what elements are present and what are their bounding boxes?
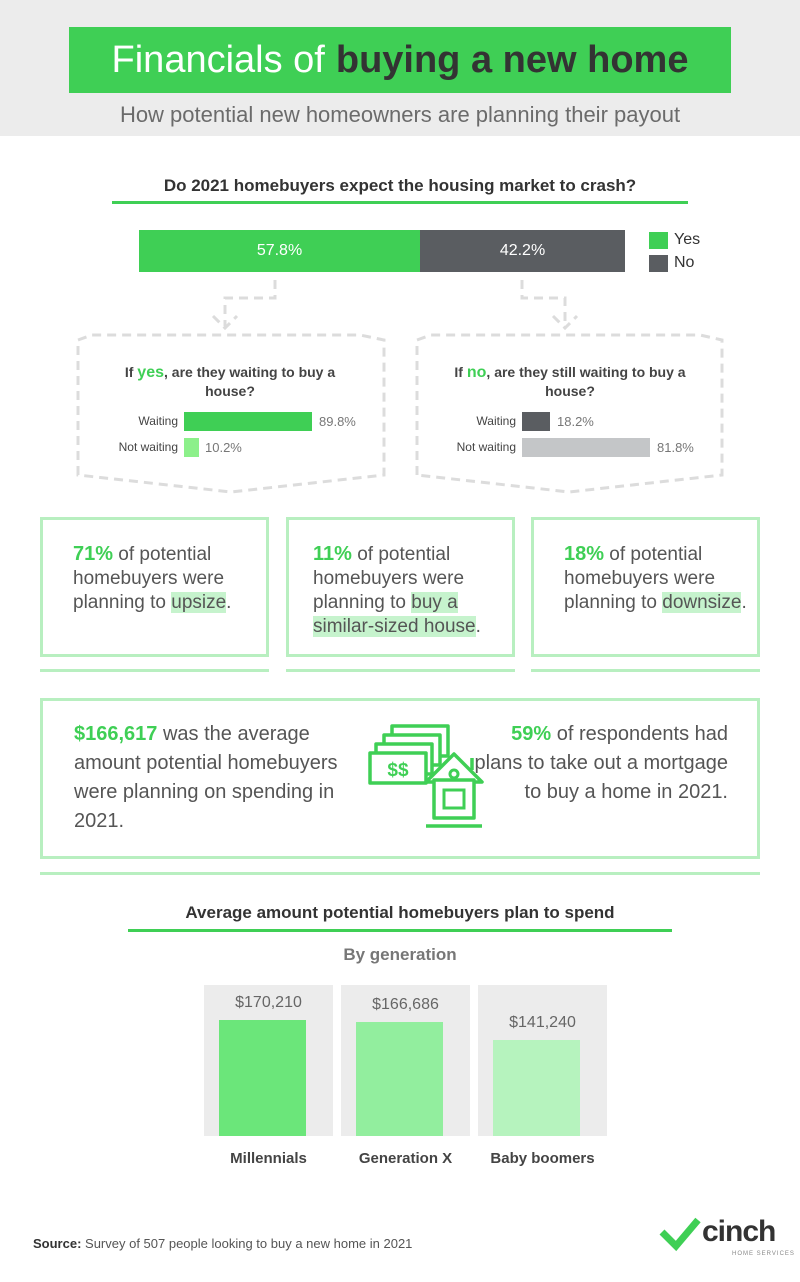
card-upsize-underline <box>40 669 269 672</box>
bar-chart: $170,210 Millennials $166,686 Generation X $… <box>200 985 607 1185</box>
crash-no-segment: 42.2% <box>420 230 625 272</box>
bar-millennials <box>219 1020 306 1136</box>
if-yes-waiting-value: 89.8% <box>319 414 356 429</box>
if-no-q-rest: , are they still waiting to buy a house? <box>486 364 686 399</box>
card-similar: 11% of potential homebuyers were plannin… <box>286 517 515 657</box>
chart-title-underline <box>128 929 672 932</box>
no-frame <box>415 333 724 494</box>
card-downsize-stat: 18% <box>564 543 605 565</box>
spend-right-text: 59% of respondents had plans to take out… <box>472 720 729 807</box>
cinch-check-icon <box>659 1217 701 1252</box>
if-no-q-highlight: no <box>466 364 487 381</box>
bar-baby-boomers <box>493 1039 580 1136</box>
no-arrow-icon <box>551 314 579 331</box>
svg-text:$$: $$ <box>387 760 409 781</box>
if-no-not-value: 81.8% <box>657 440 694 455</box>
chart-title: Average amount potential homebuyers plan… <box>185 903 615 922</box>
money-house-icon: $$ <box>368 724 484 828</box>
title-prefix: Financials of <box>111 38 325 81</box>
card-upsize-body: of potential homebuyers were planning to <box>73 544 225 613</box>
if-no-not-label: Not waiting <box>456 440 516 454</box>
legend-yes-swatch <box>649 232 668 249</box>
category-label: Millennials <box>230 1150 307 1167</box>
card-downsize: 18% of potential homebuyers were plannin… <box>531 517 760 657</box>
crash-question: Do 2021 homebuyers expect the housing ma… <box>163 176 637 195</box>
spend-left-text: $166,617 was the average amount potentia… <box>74 720 364 836</box>
card-downsize-body: of potential homebuyers were planning to <box>564 544 716 613</box>
spend-right-body: of respondents had plans to take out a m… <box>474 723 729 803</box>
spend-left-body: was the average amount potential homebuy… <box>74 723 338 832</box>
crash-question-underline <box>112 201 688 204</box>
category-label: Generation X <box>358 1150 453 1167</box>
card-downsize-highlight: downsize <box>662 592 742 613</box>
if-yes-q-rest: , are they waiting to buy a house? <box>164 364 336 399</box>
if-yes-not-value: 10.2% <box>205 440 242 455</box>
no-connector <box>520 280 567 326</box>
crash-no-label: 42.2% <box>499 242 546 259</box>
if-no-waiting-label: Waiting <box>476 414 516 428</box>
legend-no-swatch <box>649 255 668 272</box>
yes-connector <box>223 280 277 326</box>
if-yes-not-bar <box>184 438 199 457</box>
card-downsize-underline <box>531 669 760 672</box>
card-downsize-end: . <box>741 592 747 613</box>
card-downsize-text: 18% of potential homebuyers were plannin… <box>564 542 749 615</box>
crash-yes-segment: 57.8% <box>139 230 420 272</box>
if-yes-not-label: Not waiting <box>118 440 178 454</box>
if-yes-waiting-bar <box>184 412 312 431</box>
card-upsize: 71% of potential homebuyers were plannin… <box>40 517 269 657</box>
yes-arrow-icon <box>211 314 239 331</box>
logo-subtext: HOME SERVICES <box>732 1251 795 1257</box>
card-similar-body: of potential homebuyers were planning to <box>313 544 465 613</box>
if-no-question: If no, are they still waiting to buy a h… <box>450 363 690 400</box>
card-similar-stat: 11% <box>313 543 352 565</box>
if-yes-q-pre: If <box>124 364 134 380</box>
category-label: Baby boomers <box>490 1150 595 1167</box>
legend-yes-label: Yes <box>674 231 701 248</box>
card-upsize-highlight: upsize <box>171 592 227 613</box>
card-similar-text: 11% of potential homebuyers were plannin… <box>313 542 505 639</box>
spend-left-stat: $166,617 <box>74 723 158 745</box>
bar-value-label: $141,240 <box>509 1013 576 1031</box>
spend-right-stat: 59% <box>511 723 552 745</box>
bar-generation-x <box>356 1022 443 1136</box>
card-similar-underline <box>286 669 515 672</box>
source-note: Source: Survey of 507 people looking to … <box>33 1236 412 1251</box>
chart-subtitle: By generation <box>343 945 457 964</box>
if-yes-q-highlight: yes <box>137 364 164 381</box>
bar-value-label: $166,686 <box>372 996 439 1014</box>
if-no-waiting-value: 18.2% <box>557 414 594 429</box>
page-subtitle: How potential new homeowners are plannin… <box>119 102 681 127</box>
if-yes-question: If yes, are they waiting to buy a house? <box>110 363 350 400</box>
if-no-not-bar <box>522 438 650 457</box>
source-text: Survey of 507 people looking to buy a ne… <box>81 1236 413 1251</box>
crash-yes-label: 57.8% <box>256 242 303 259</box>
if-yes-waiting-label: Waiting <box>138 414 178 428</box>
yes-frame <box>76 333 386 494</box>
dashed-frames <box>76 280 724 494</box>
card-similar-end: . <box>475 616 481 637</box>
logo-text: cinch <box>702 1215 776 1248</box>
card-upsize-end: . <box>226 592 232 613</box>
spend-card-underline <box>40 872 760 875</box>
legend-no-label: No <box>674 254 695 271</box>
page-title: Financials of buying a new home <box>69 27 731 93</box>
if-no-q-pre: If <box>454 364 463 380</box>
bar-value-label: $170,210 <box>235 994 302 1011</box>
card-upsize-text: 71% of potential homebuyers were plannin… <box>73 542 258 615</box>
source-label: Source: <box>33 1236 82 1251</box>
title-bold: buying a new home <box>335 38 689 81</box>
card-upsize-stat: 71% <box>73 543 114 565</box>
if-no-waiting-bar <box>522 412 550 431</box>
